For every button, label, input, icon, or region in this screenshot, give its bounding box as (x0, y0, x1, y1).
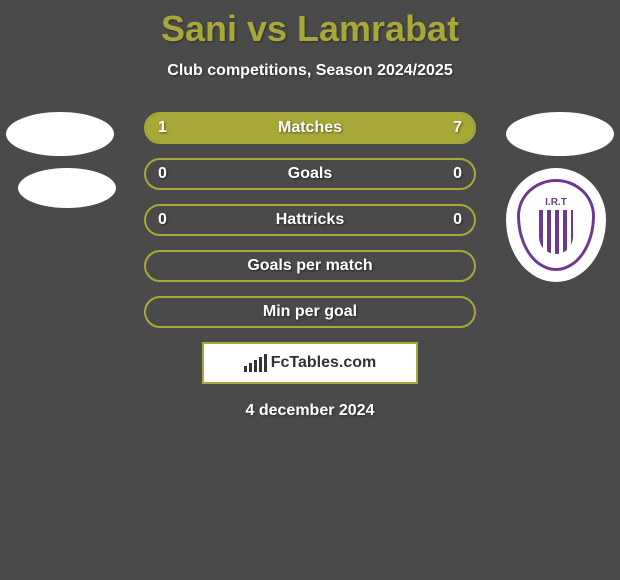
logo-bar (264, 354, 267, 372)
club-stripes-icon (539, 210, 573, 254)
left-player-badges (6, 112, 116, 220)
stat-row: Goals0 0 (144, 158, 476, 190)
stat-row: Min per goal (144, 296, 476, 328)
stat-value-left: 0 (158, 160, 167, 188)
subtitle: Club competitions, Season 2024/2025 (0, 62, 620, 80)
club-badge: I.R.T (506, 168, 606, 282)
stat-label: Min per goal (146, 298, 474, 326)
right-player-badges: I.R.T (506, 112, 614, 282)
stat-value-right: 7 (453, 114, 462, 142)
brand-footer[interactable]: FcTables.com (202, 342, 418, 384)
stat-value-left: 0 (158, 206, 167, 234)
logo-bar (254, 360, 257, 372)
logo-bar (259, 357, 262, 372)
stat-value-right: 0 (453, 206, 462, 234)
logo-bar (249, 363, 252, 372)
stat-value-right: 0 (453, 160, 462, 188)
stat-value-left: 1 (158, 114, 167, 142)
player-avatar-placeholder (506, 112, 614, 156)
bar-chart-icon (244, 354, 267, 372)
stat-row: Matches1 7 (144, 112, 476, 144)
date-label: 4 december 2024 (0, 402, 620, 420)
stat-row: Hattricks0 0 (144, 204, 476, 236)
stat-label: Matches (146, 114, 474, 142)
stat-label: Goals per match (146, 252, 474, 280)
stat-label: Hattricks (146, 206, 474, 234)
logo-bar (244, 366, 247, 372)
brand-label: FcTables.com (271, 354, 377, 372)
stat-label: Goals (146, 160, 474, 188)
player-avatar-placeholder (6, 112, 114, 156)
club-code: I.R.T (545, 197, 567, 208)
stat-row: Goals per match (144, 250, 476, 282)
club-badge-placeholder (18, 168, 116, 208)
page-title: Sani vs Lamrabat (0, 0, 620, 50)
